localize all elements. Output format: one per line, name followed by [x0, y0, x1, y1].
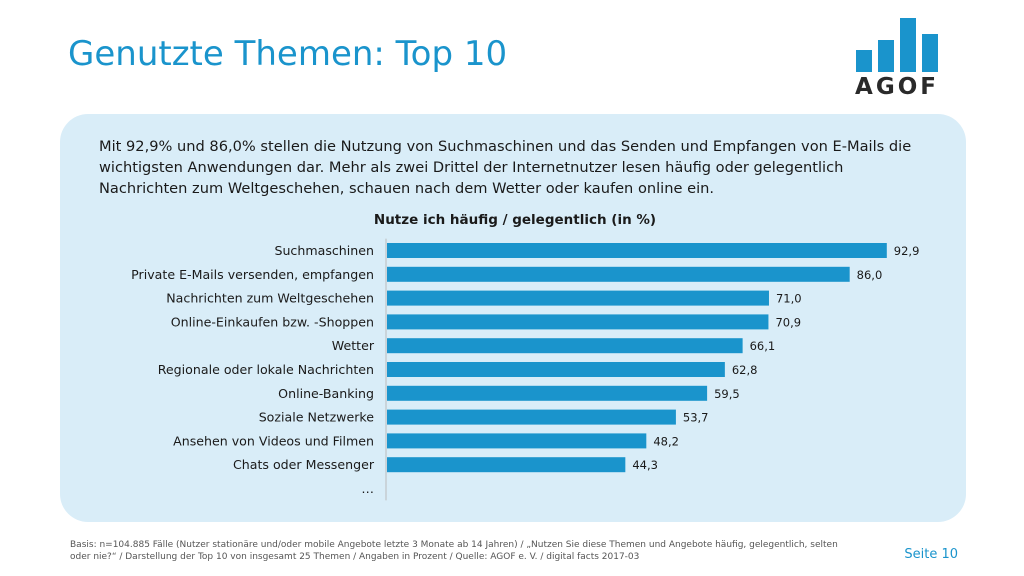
slide-title: Genutzte Themen: Top 10: [68, 34, 508, 74]
logo-bar: [922, 34, 938, 72]
logo-bar: [900, 18, 916, 72]
intro-text: Mit 92,9% und 86,0% stellen die Nutzung …: [99, 138, 912, 197]
page-number: Seite 10: [904, 547, 958, 562]
logo-bar: [878, 40, 894, 72]
logo-bars-icon: [852, 18, 942, 72]
agof-logo: AGOF: [852, 18, 942, 100]
chart-title: Nutze ich häufig / gelegentlich (in %): [373, 212, 657, 228]
logo-text: AGOF: [855, 74, 939, 100]
footnote: Basis: n=104.885 Fälle (Nutzer stationär…: [70, 540, 838, 562]
logo-bar: [856, 50, 872, 72]
